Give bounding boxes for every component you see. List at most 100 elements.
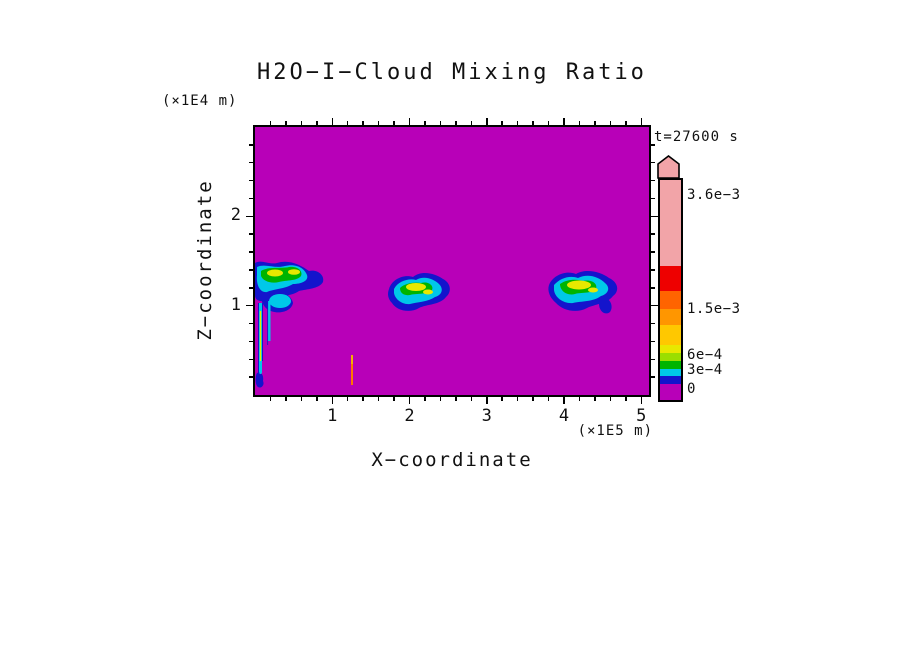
x-axis-tick — [393, 397, 395, 401]
x-axis-tick — [470, 121, 473, 125]
x-axis-tick — [640, 118, 643, 125]
z-tick-label: 1 — [230, 294, 241, 315]
colorbar-label: 0 — [687, 381, 696, 397]
x-axis-tick — [316, 397, 318, 401]
z-axis-tick — [249, 179, 253, 182]
x-axis-tick — [578, 121, 581, 125]
x-axis-tick — [532, 121, 534, 125]
z-axis-tick — [249, 197, 253, 200]
colorbar-segment — [660, 309, 681, 325]
x-axis-tick — [470, 397, 473, 401]
chart-title: H2O−I−Cloud Mixing Ratio — [257, 60, 647, 85]
z-axis-tick — [249, 340, 253, 343]
x-axis-tick — [609, 397, 612, 401]
x-axis-tick — [516, 397, 519, 401]
x-axis-tick — [346, 397, 349, 401]
z-axis-unit-label: (×1E4 m) — [162, 93, 238, 109]
z-axis-tick — [249, 269, 253, 271]
x-axis-tick — [532, 397, 534, 401]
x-axis-tick — [408, 118, 411, 125]
x-tick-label: 5 — [636, 406, 647, 426]
colorbar-label: 1.5e−3 — [687, 301, 741, 317]
x-axis-tick — [516, 121, 519, 125]
x-axis-tick — [501, 397, 503, 401]
x-axis-tick — [625, 121, 627, 125]
x-axis-tick — [486, 397, 488, 404]
z-axis-tick — [249, 251, 253, 253]
x-axis-tick — [300, 397, 303, 401]
x-tick-label: 1 — [327, 406, 338, 426]
x-axis-tick — [455, 121, 457, 125]
x-tick-label: 3 — [481, 406, 492, 426]
x-axis-tick — [408, 397, 411, 404]
x-axis-tick — [547, 121, 550, 125]
x-axis-tick — [285, 397, 287, 401]
colorbar-label: 3e−4 — [687, 362, 723, 378]
colorbar-segment — [660, 325, 681, 345]
colorbar-segment — [660, 384, 681, 400]
x-axis-tick — [609, 121, 612, 125]
colorbar-label: 6e−4 — [687, 347, 723, 363]
z-tick-label: 2 — [230, 205, 241, 226]
x-axis-tick — [486, 118, 488, 125]
plot-area — [253, 125, 651, 397]
x-axis-tick — [578, 397, 581, 401]
z-axis-tick — [651, 251, 655, 253]
colorbar-segment — [660, 345, 681, 353]
z-axis-tick — [249, 376, 253, 378]
x-axis-tick — [362, 121, 364, 125]
x-axis-tick — [285, 121, 287, 125]
x-axis-tick — [269, 121, 272, 125]
cloud-feature-right — [548, 271, 618, 314]
x-axis-tick — [439, 121, 442, 125]
z-axis-tick — [651, 269, 655, 271]
colorbar — [658, 178, 683, 402]
z-axis-tick — [249, 144, 253, 146]
z-axis-tick — [651, 358, 655, 361]
z-axis-tick — [249, 322, 253, 325]
z-axis-tick — [651, 322, 655, 325]
x-axis-tick — [424, 397, 426, 401]
colorbar-segment — [660, 369, 681, 376]
x-axis-tick — [563, 397, 565, 404]
z-axis-tick — [246, 304, 253, 307]
x-axis-tick — [377, 397, 380, 401]
x-axis-tick — [563, 118, 565, 125]
z-axis-tick — [651, 144, 655, 146]
x-axis-tick — [424, 121, 426, 125]
x-axis-tick — [316, 121, 318, 125]
z-axis-title: Z−coordinate — [194, 179, 216, 341]
x-axis-tick — [501, 121, 503, 125]
x-axis-tick — [625, 397, 627, 401]
x-axis-tick — [439, 397, 442, 401]
z-axis-tick — [249, 161, 253, 164]
z-axis-tick — [651, 161, 655, 164]
colorbar-segment — [660, 353, 681, 361]
z-axis-tick — [651, 376, 655, 378]
fall-streak-isolated — [351, 355, 353, 385]
x-axis-tick — [300, 121, 303, 125]
z-axis-tick — [651, 233, 655, 235]
z-axis-tick — [249, 287, 253, 289]
colorbar-segment — [660, 376, 681, 384]
x-axis-tick — [346, 121, 349, 125]
z-axis-tick — [249, 233, 253, 235]
colorbar-segment — [660, 266, 681, 291]
z-axis-tick — [651, 197, 655, 200]
cloud-feature-center — [388, 272, 450, 311]
z-axis-tick — [249, 358, 253, 361]
x-axis-tick — [377, 121, 380, 125]
x-axis-tick — [331, 118, 333, 125]
cloud-field-svg — [255, 261, 618, 388]
x-axis-tick — [393, 121, 395, 125]
colorbar-segment — [660, 180, 681, 266]
x-axis-tick — [362, 397, 364, 401]
colorbar-segment — [660, 291, 681, 309]
z-axis-tick — [651, 287, 655, 289]
time-annotation: t=27600 s — [654, 129, 739, 145]
x-axis-tick — [594, 121, 596, 125]
x-axis-tick — [331, 397, 333, 404]
x-axis-tick — [594, 397, 596, 401]
x-tick-label: 2 — [404, 406, 415, 426]
